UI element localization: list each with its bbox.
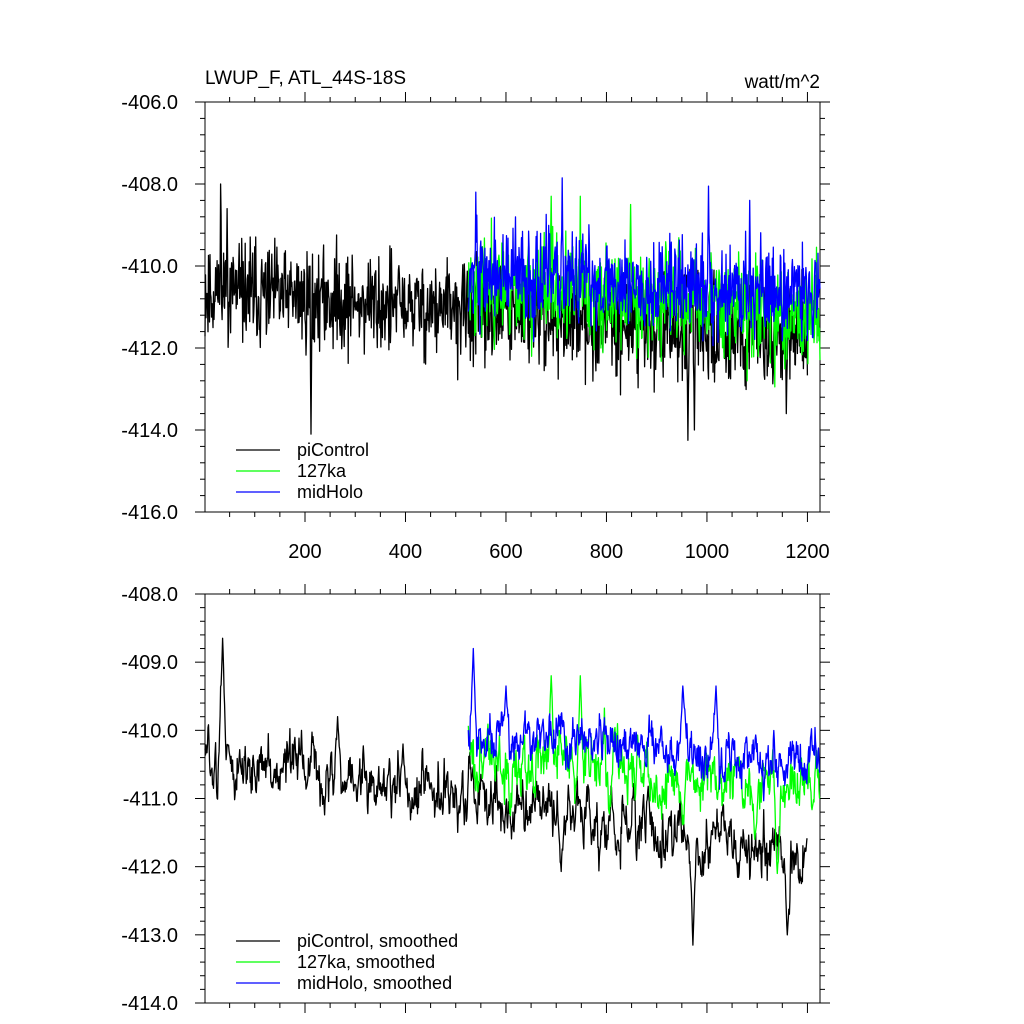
bottom-panel: -408.0 -409.0 -410.0 -411.0 -412.0 -413.0 -414…	[121, 584, 830, 1015]
legend-label: midHolo, smoothed	[297, 973, 452, 993]
series-line-picontrol	[204, 637, 808, 946]
y-tick-label: -410.0	[121, 256, 178, 278]
y-tick-label: -408.0	[121, 174, 178, 196]
y-tick-label: -406.0	[121, 92, 178, 114]
x-tick-label: 400	[389, 541, 422, 563]
series-line-midholo	[467, 647, 821, 802]
y-tick-label: -412.0	[121, 338, 178, 360]
x-tick-label: 800	[590, 541, 623, 563]
legend-label: 127ka, smoothed	[297, 952, 435, 972]
legend-label: midHolo	[297, 482, 363, 502]
top-panel: -406.0 -408.0 -410.0 -412.0 -414.0 -416.0 200 4…	[121, 92, 830, 563]
series-line-127ka	[467, 675, 821, 875]
y-tick-label: -413.0	[121, 925, 178, 947]
x-tick-label: 1000	[685, 541, 730, 563]
units-label: watt/m^2	[744, 72, 820, 93]
y-tick-label: -416.0	[121, 502, 178, 524]
y-tick-label: -414.0	[121, 993, 178, 1015]
legend-label: piControl	[297, 440, 369, 460]
y-tick-label: -412.0	[121, 857, 178, 879]
legend-label: 127ka	[297, 461, 347, 481]
y-tick-label: -410.0	[121, 720, 178, 742]
chart-title: LWUP_F, ATL_44S-18S	[205, 68, 406, 89]
y-tick-label: -411.0	[123, 789, 178, 811]
y-tick-label: -409.0	[121, 652, 178, 674]
x-tick-label: 200	[288, 541, 321, 563]
x-tick-label: 600	[489, 541, 522, 563]
series-line-midholo	[467, 177, 821, 347]
y-tick-label: -414.0	[121, 420, 178, 442]
legend-label: piControl, smoothed	[297, 931, 458, 951]
x-tick-label: 1200	[785, 541, 830, 563]
y-tick-label: -408.0	[121, 584, 178, 606]
